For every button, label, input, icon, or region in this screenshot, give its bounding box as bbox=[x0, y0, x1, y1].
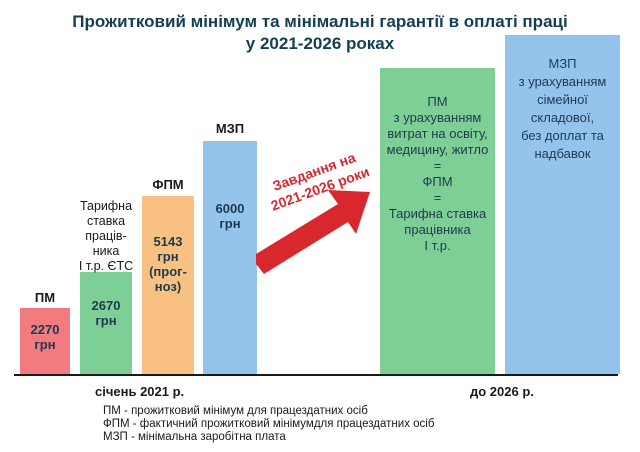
legend-pm: ПМ - прожитковий мінімум для працездатни… bbox=[103, 405, 368, 417]
bar-fpm-value: 5143 грн (прог- ноз) bbox=[149, 234, 187, 294]
bar-fpm-label: ФПМ bbox=[152, 177, 184, 192]
bar-tariff-label: Тарифна ставка працiв- ника I т.р. ЄТС bbox=[78, 199, 134, 273]
bar-tariff-value: 2670 грн bbox=[91, 298, 121, 328]
bar-pm-2026: ПМ з урахуванням витрат на освіту, медиц… bbox=[380, 68, 495, 374]
bar-pm-value: 2270 грн bbox=[30, 322, 60, 352]
bar-mzp-label: МЗП bbox=[215, 121, 245, 136]
x-axis-label-2021: січень 2021 р. bbox=[95, 384, 185, 399]
bar-mzp: 6000 грн bbox=[203, 141, 257, 374]
chart-title-line-2: у 2021-2026 роках bbox=[245, 34, 395, 53]
chart-title-line-1: Прожитковий мінімум та мінімальні гарант… bbox=[72, 12, 568, 31]
bar-mzp-value: 6000 грн bbox=[215, 201, 245, 231]
bar-fpm: 5143 грн (прог- ноз) bbox=[142, 196, 194, 374]
arrow-icon bbox=[256, 190, 370, 274]
bar-pm-label: ПМ bbox=[34, 290, 56, 305]
x-axis-line bbox=[14, 374, 618, 376]
bar-pm: 2270 грн bbox=[20, 308, 70, 374]
legend-mzp: МЗП - мінімальна заробітна плата bbox=[103, 431, 286, 443]
bar-pm-2026-text: ПМ з урахуванням витрат на освіту, медиц… bbox=[386, 94, 489, 253]
bar-mzp-2026-text: МЗП з урахуванням сімейної складової, бе… bbox=[518, 56, 607, 161]
bar-mzp-2026: МЗП з урахуванням сімейної складової, бе… bbox=[505, 35, 620, 374]
x-axis-label-2026: до 2026 р. bbox=[470, 384, 534, 399]
bar-tariff: 2670 грн bbox=[80, 272, 132, 374]
legend-fpm: ФПМ - фактичний прожитковий мінімумдля п… bbox=[103, 418, 435, 430]
